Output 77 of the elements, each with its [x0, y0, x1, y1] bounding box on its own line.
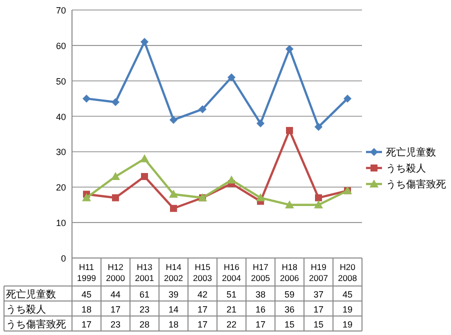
data-label: 18: [168, 320, 179, 330]
point: [315, 194, 322, 202]
y-tick-label: 50: [56, 76, 66, 86]
x-tick-label: H13 2001: [135, 262, 154, 283]
y-tick-label: 60: [56, 40, 66, 51]
data-label: 17: [313, 304, 324, 314]
x-tick-label: H20 2008: [338, 262, 358, 283]
x-tick-label: H16 2004: [222, 262, 242, 283]
data-label: 18: [81, 304, 92, 314]
data-label: 15: [313, 320, 324, 330]
point: [286, 126, 293, 134]
point: [140, 38, 148, 46]
data-label: 17: [110, 304, 121, 314]
data-label: 19: [342, 304, 353, 314]
data-label: 38: [255, 290, 266, 300]
data-label: 44: [110, 290, 121, 300]
x-tick-label: H18 2006: [280, 262, 300, 283]
data-label: 17: [81, 320, 92, 330]
point: [82, 94, 90, 103]
data-label: 21: [226, 304, 237, 314]
data-label: 16: [255, 304, 266, 314]
point: [286, 44, 294, 53]
point: [227, 176, 236, 184]
data-label: 45: [342, 290, 353, 300]
y-tick-label: 30: [56, 147, 66, 158]
point: [198, 105, 206, 114]
data-label: 19: [342, 320, 353, 330]
legend-label: うち殺人: [386, 162, 426, 174]
data-label: 14: [168, 304, 179, 314]
point: [170, 116, 178, 124]
x-tick-label: H15 2003: [193, 262, 212, 283]
point: [314, 122, 322, 131]
data-label: 36: [284, 304, 295, 314]
point: [228, 73, 236, 82]
point: [169, 190, 178, 198]
point: [256, 119, 264, 128]
point: [256, 193, 265, 202]
data-label: 17: [197, 320, 208, 330]
data-label: 39: [168, 290, 179, 300]
data-label: 23: [139, 304, 150, 314]
point: [285, 200, 294, 208]
x-tick-label: H19 2007: [309, 262, 328, 283]
y-tick-label: 0: [60, 254, 66, 264]
data-label: 23: [110, 320, 121, 330]
data-label: 17: [255, 320, 266, 330]
point: [140, 154, 149, 162]
point: [170, 204, 177, 212]
point: [112, 98, 120, 106]
x-tick-label: H11 1999: [77, 262, 96, 283]
text: 死亡児童数: [6, 290, 56, 300]
point: [112, 194, 119, 202]
data-label: 51: [226, 290, 237, 300]
data-label: 15: [284, 320, 295, 330]
text: うち傷害致死: [6, 320, 66, 330]
point: [82, 193, 91, 202]
legend-label: 死亡児童数: [386, 146, 436, 158]
y-tick-label: 40: [56, 112, 66, 122]
x-tick-label: H17 2005: [251, 262, 270, 283]
point: [344, 94, 352, 103]
x-tick-label: H14 2002: [164, 262, 184, 283]
data-label: 61: [139, 290, 150, 300]
data-label: 28: [139, 320, 150, 330]
y-tick-label: 10: [56, 218, 66, 228]
data-label: 17: [197, 304, 208, 314]
data-label: 45: [81, 290, 92, 300]
data-label: 42: [197, 290, 208, 300]
y-tick-label: 70: [56, 6, 66, 16]
point: [111, 172, 120, 180]
legend-label: うち傷害致死: [386, 178, 446, 190]
point: [141, 173, 148, 180]
x-tick-label: H12 2000: [106, 262, 126, 283]
data-label: 37: [313, 290, 324, 300]
point: [314, 200, 323, 208]
y-tick-label: 20: [56, 182, 66, 193]
data-label: 22: [226, 320, 237, 330]
text: うち殺人: [6, 304, 46, 316]
data-label: 59: [284, 290, 295, 300]
